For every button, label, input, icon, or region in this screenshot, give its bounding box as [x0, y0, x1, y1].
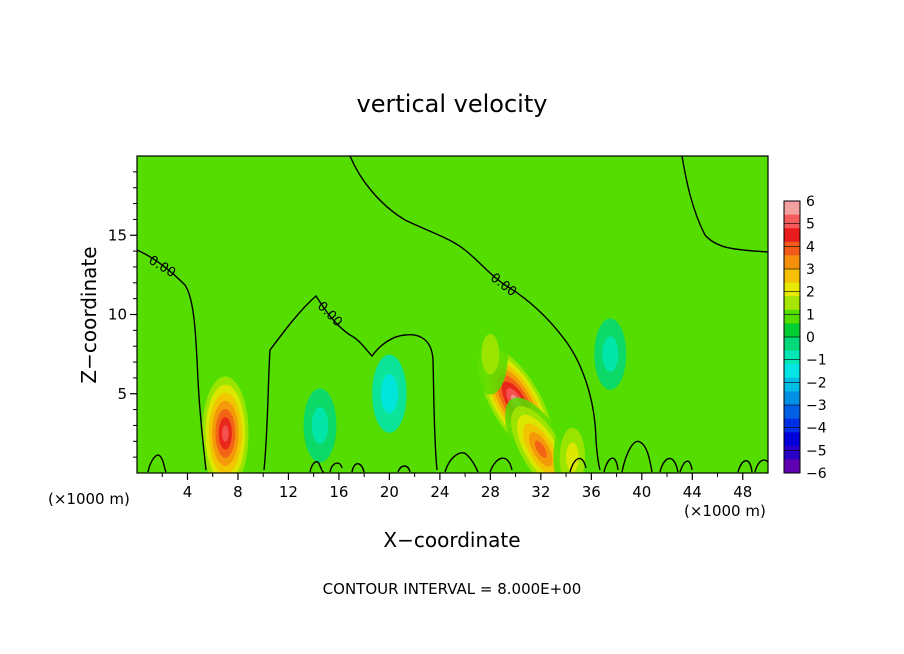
contour-line: [263, 294, 438, 471]
x-unit-right: (×1000 m): [684, 502, 766, 520]
colorbar-swatch: [784, 459, 800, 474]
colorbar-label: 3: [806, 262, 815, 278]
field-contour-fill: [534, 440, 547, 458]
x-tick-label: 44: [683, 483, 702, 501]
contour-line: [679, 460, 693, 473]
x-axis: 4 8 12 16 20 24 28 32 36 40 44 48: [161, 473, 752, 501]
contour-line: [489, 457, 513, 473]
field-contour-fill: [222, 425, 229, 442]
colorbar-label: 2: [806, 285, 815, 301]
velocity-field: [198, 313, 627, 473]
field-contour-fill: [380, 374, 399, 414]
x-tick-label: 48: [733, 483, 752, 501]
contour-line: [329, 462, 343, 473]
contour-interval-note: CONTOUR INTERVAL = 8.000E+00: [323, 580, 582, 598]
colorbar-label: 6: [806, 194, 815, 210]
colorbar-swatch: [784, 201, 800, 216]
contour-line: [754, 459, 768, 473]
colorbar-label: −3: [806, 398, 827, 414]
colorbar-label: −2: [806, 375, 827, 391]
y-tick-label: 10: [108, 306, 127, 324]
contour-line: [147, 454, 167, 473]
colorbar-swatch: [784, 296, 800, 311]
contour-line: [603, 457, 619, 473]
field-contour-fill: [311, 406, 329, 444]
contour-line: [351, 463, 365, 473]
colorbar-label: −4: [806, 421, 827, 437]
field-contour-fill: [481, 333, 500, 375]
colorbar-swatch: [784, 228, 800, 243]
plot-area: 0.00 0.00 0.00: [137, 156, 768, 473]
colorbar-swatch: [784, 241, 800, 256]
chart-title: vertical velocity: [357, 90, 548, 118]
colorbar-label: 0: [806, 330, 815, 346]
contour-line: [397, 465, 411, 473]
x-tick-label: 4: [183, 483, 193, 501]
x-tick-label: 20: [380, 483, 399, 501]
colorbar-swatch: [784, 432, 800, 447]
contour-line: [309, 461, 325, 473]
x-tick-label: 8: [233, 483, 243, 501]
y-tick-label: 15: [108, 226, 127, 244]
colorbar-swatch: [784, 350, 800, 365]
x-tick-label: 16: [329, 483, 348, 501]
colorbar-swatch: [784, 214, 800, 229]
contour-line: [569, 457, 587, 473]
colorbar-swatch: [784, 364, 800, 379]
colorbar-swatch: [784, 405, 800, 420]
x-unit-left: (×1000 m): [48, 490, 130, 508]
x-tick-label: 36: [582, 483, 601, 501]
colorbar-swatch: [784, 391, 800, 406]
x-tick-label: 24: [430, 483, 449, 501]
zero-contours: [137, 156, 768, 473]
contour-line: [681, 156, 768, 253]
colorbar-label: −6: [806, 466, 827, 482]
y-axis-label: Z−coordinate: [77, 246, 101, 383]
x-tick-label: 40: [632, 483, 651, 501]
field-contour-fill: [602, 336, 619, 372]
colorbar-label: 1: [806, 307, 815, 323]
colorbar-swatch: [784, 337, 800, 352]
colorbar-label: 4: [806, 239, 815, 255]
contour-line: [737, 460, 753, 473]
colorbar: 6 5 4 3 2 1 0 −1 −2 −3 −4 −5 −6: [783, 194, 827, 482]
colorbar-label: −5: [806, 443, 827, 459]
x-tick-label: 28: [481, 483, 500, 501]
x-axis-label: X−coordinate: [383, 528, 520, 552]
colorbar-swatch: [784, 418, 800, 433]
x-tick-label: 32: [531, 483, 550, 501]
colorbar-swatch: [784, 445, 800, 460]
contour-line: [137, 249, 207, 471]
colorbar-swatch: [784, 323, 800, 338]
colorbar-swatch: [784, 309, 800, 324]
x-tick-label: 12: [279, 483, 298, 501]
y-tick-label: 5: [117, 385, 127, 403]
y-axis: 5 10 15: [108, 171, 137, 458]
contour-line: [659, 457, 679, 473]
colorbar-swatch: [784, 377, 800, 392]
contour-line: [349, 156, 601, 471]
field-contour-fill: [566, 442, 579, 472]
contour-line: [444, 452, 479, 473]
colorbar-swatch: [784, 282, 800, 297]
colorbar-label: 5: [806, 217, 815, 233]
colorbar-label: −1: [806, 353, 827, 369]
colorbar-swatch: [784, 255, 800, 270]
colorbar-swatch: [784, 269, 800, 284]
contour-line: [621, 440, 653, 473]
